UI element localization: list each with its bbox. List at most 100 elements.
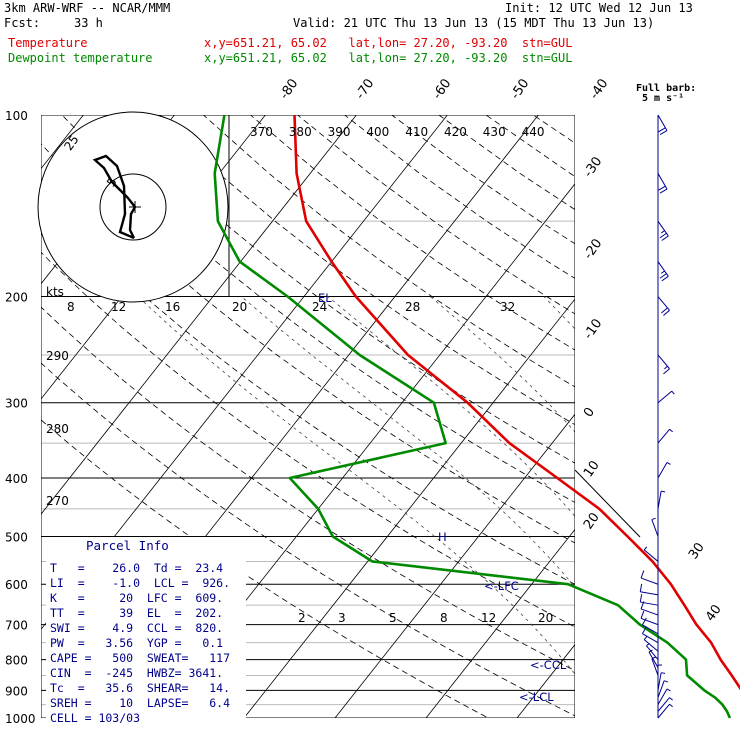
temperature-profile — [293, 114, 740, 691]
wind-barb-flag-175-0 — [661, 275, 669, 282]
wind-barb-flag-175-1 — [659, 273, 667, 279]
wind-barb-400 — [657, 462, 668, 479]
mixing-ratio-label-12: 12 — [481, 611, 496, 625]
parcel-row-k-index: K = 20 LFC = 609. — [50, 591, 224, 605]
lcl-marker: <-LCL — [519, 690, 554, 704]
parcel-row-swi: SWI = 4.9 CCL = 820. — [50, 621, 224, 635]
wind-barb-500 — [651, 519, 659, 537]
parcel-row-total-totals: TT = 39 EL = 202. — [50, 606, 224, 620]
isotherm-label-20: 20 — [581, 510, 603, 532]
wind-barb-550 — [643, 549, 659, 562]
barb-legend-unit: 5 m s⁻¹ — [642, 93, 685, 104]
wind-barb-flag-900-0 — [661, 672, 666, 674]
wind-barb-flag-100-1 — [658, 127, 666, 133]
dry-adiabat-340 — [108, 115, 575, 464]
wind-barb-flag-200-0 — [663, 309, 670, 316]
profiles — [213, 114, 740, 719]
wind-barb-flag-700-0 — [640, 610, 645, 619]
temperature-location-info: x,y=651.21, 65.02 lat,lon= 27.20, -93.20… — [204, 36, 573, 50]
isotherm-0 — [516, 643, 575, 718]
wind-barb-900 — [657, 672, 662, 691]
wind-barb-450 — [657, 491, 662, 509]
wind-barb-flag-100-0 — [659, 130, 668, 136]
hodograph-speed-tick-32: 32 — [500, 300, 515, 314]
isotherm-label-40: 40 — [703, 602, 725, 624]
isotherm-label--80: -80 — [277, 76, 301, 102]
mixing-ratio-label-5: 5 — [389, 611, 397, 625]
pressure-label-1000: 1000 — [5, 712, 36, 726]
wind-barb-flag-950-0 — [666, 688, 671, 692]
mixing-ratio-label-3: 3 — [338, 611, 346, 625]
parcel-info-panel: Parcel Info T = 26.0 Td = 23.4 LI = -1.0… — [46, 537, 246, 727]
hodograph-speed-tick-24: 24 — [312, 300, 327, 314]
theta-label-410: 410 — [405, 125, 428, 139]
barb-legend-title: Full barb: — [636, 83, 697, 94]
wind-barb-850 — [651, 658, 659, 676]
wind-barb-flag-750-0 — [641, 626, 647, 634]
isotherm--10 — [425, 528, 575, 718]
theta-label-280: 280 — [46, 422, 69, 436]
parcel-row-precipitable-water: PW = 3.56 YGP = 0.1 — [50, 636, 224, 650]
hodograph-speed-tick-12: 12 — [111, 300, 126, 314]
dewpoint-location-info: x,y=651.21, 65.02 lat,lon= 27.20, -93.20… — [204, 51, 573, 65]
pressure-label-400: 400 — [5, 472, 28, 486]
wind-barb-175 — [657, 261, 669, 277]
wind-barb-125 — [657, 173, 668, 190]
dry-adiabat-410 — [438, 115, 575, 211]
dewpoint-legend: Dewpoint temperature — [8, 51, 153, 65]
parcel-row-cell: CELL = 103/03 — [50, 711, 141, 725]
isotherm-label--10: -10 — [581, 316, 605, 342]
pressure-label-500: 500 — [5, 530, 28, 544]
wind-barb-600 — [640, 577, 659, 585]
wind-barb-flag-550-0 — [643, 546, 648, 551]
dry-adiabat-400 — [391, 115, 575, 245]
dry-adiabat-420 — [485, 115, 575, 177]
wind-barb-flag-250-0 — [663, 368, 670, 375]
parcel-row-cape: CAPE = 500 SWEAT= 117 — [50, 651, 231, 665]
dewpoint-profile — [213, 114, 732, 719]
wind-barb-350 — [657, 428, 670, 444]
parcel-row-cin: CIN = -245 HWBZ= 3641. — [50, 666, 224, 680]
moist-adiabat-28 — [543, 296, 575, 330]
moist-adiabat-32 — [654, 297, 740, 719]
wind-barb-flag-975-0 — [669, 697, 673, 701]
mixing-ratio-label-2: 2 — [298, 611, 306, 625]
parcel-row-temperature: T = 26.0 Td = 23.4 — [50, 561, 224, 575]
hodograph-speed-tick-28: 28 — [405, 300, 420, 314]
wind-barb-675 — [640, 608, 659, 616]
theta-label-420: 420 — [444, 125, 467, 139]
wind-barb-flag-175-2 — [661, 270, 665, 274]
pressure-label-100: 100 — [5, 109, 28, 123]
isotherm-label--20: -20 — [581, 236, 605, 262]
wind-barb-flag-600-0 — [640, 570, 645, 579]
hodograph-speed-tick-8: 8 — [67, 300, 75, 314]
valid-time: Valid: 21 UTC Thu 13 Jun 13 (15 MDT Thu … — [293, 16, 655, 30]
isotherm--20 — [334, 413, 575, 718]
el-marker: EL — [318, 291, 332, 305]
isotherm-label-0: 0 — [581, 405, 598, 420]
wind-barb-flag-500-0 — [651, 517, 656, 521]
forecast-label: Fcst: — [4, 16, 41, 30]
isotherm-10 — [608, 115, 740, 718]
isotherm--70 — [41, 115, 357, 515]
wind-barb-flag-450-0 — [661, 490, 666, 493]
isotherm-20 — [699, 115, 740, 718]
parcel-row-convective-temp: Tc = 35.6 SHEAR= 14. — [50, 681, 231, 695]
theta-label-390: 390 — [328, 125, 351, 139]
isotherm-label-10: 10 — [581, 458, 603, 480]
wind-barb-800 — [646, 645, 659, 660]
wind-barb-950 — [657, 688, 668, 705]
wind-barb-775 — [643, 639, 659, 652]
dry-adiabat-350 — [156, 115, 575, 426]
model-title: 3km ARW-WRF -- NCAR/MMM — [4, 1, 171, 15]
wind-barb-750 — [642, 633, 659, 644]
wind-barb-300 — [657, 390, 673, 404]
temperature-legend: Temperature — [8, 36, 88, 50]
hodograph-speed-tick-16: 16 — [165, 300, 180, 314]
wind-barb-flag-725-0 — [641, 617, 647, 626]
init-time: Init: 12 UTC Wed 12 Jun 13 — [505, 1, 693, 15]
pressure-label-600: 600 — [5, 578, 28, 592]
wind-barb-flag-350-0 — [669, 428, 673, 433]
ccl-marker: <-CCL — [530, 658, 567, 672]
hodograph-speed-tick-20: 20 — [232, 300, 247, 314]
